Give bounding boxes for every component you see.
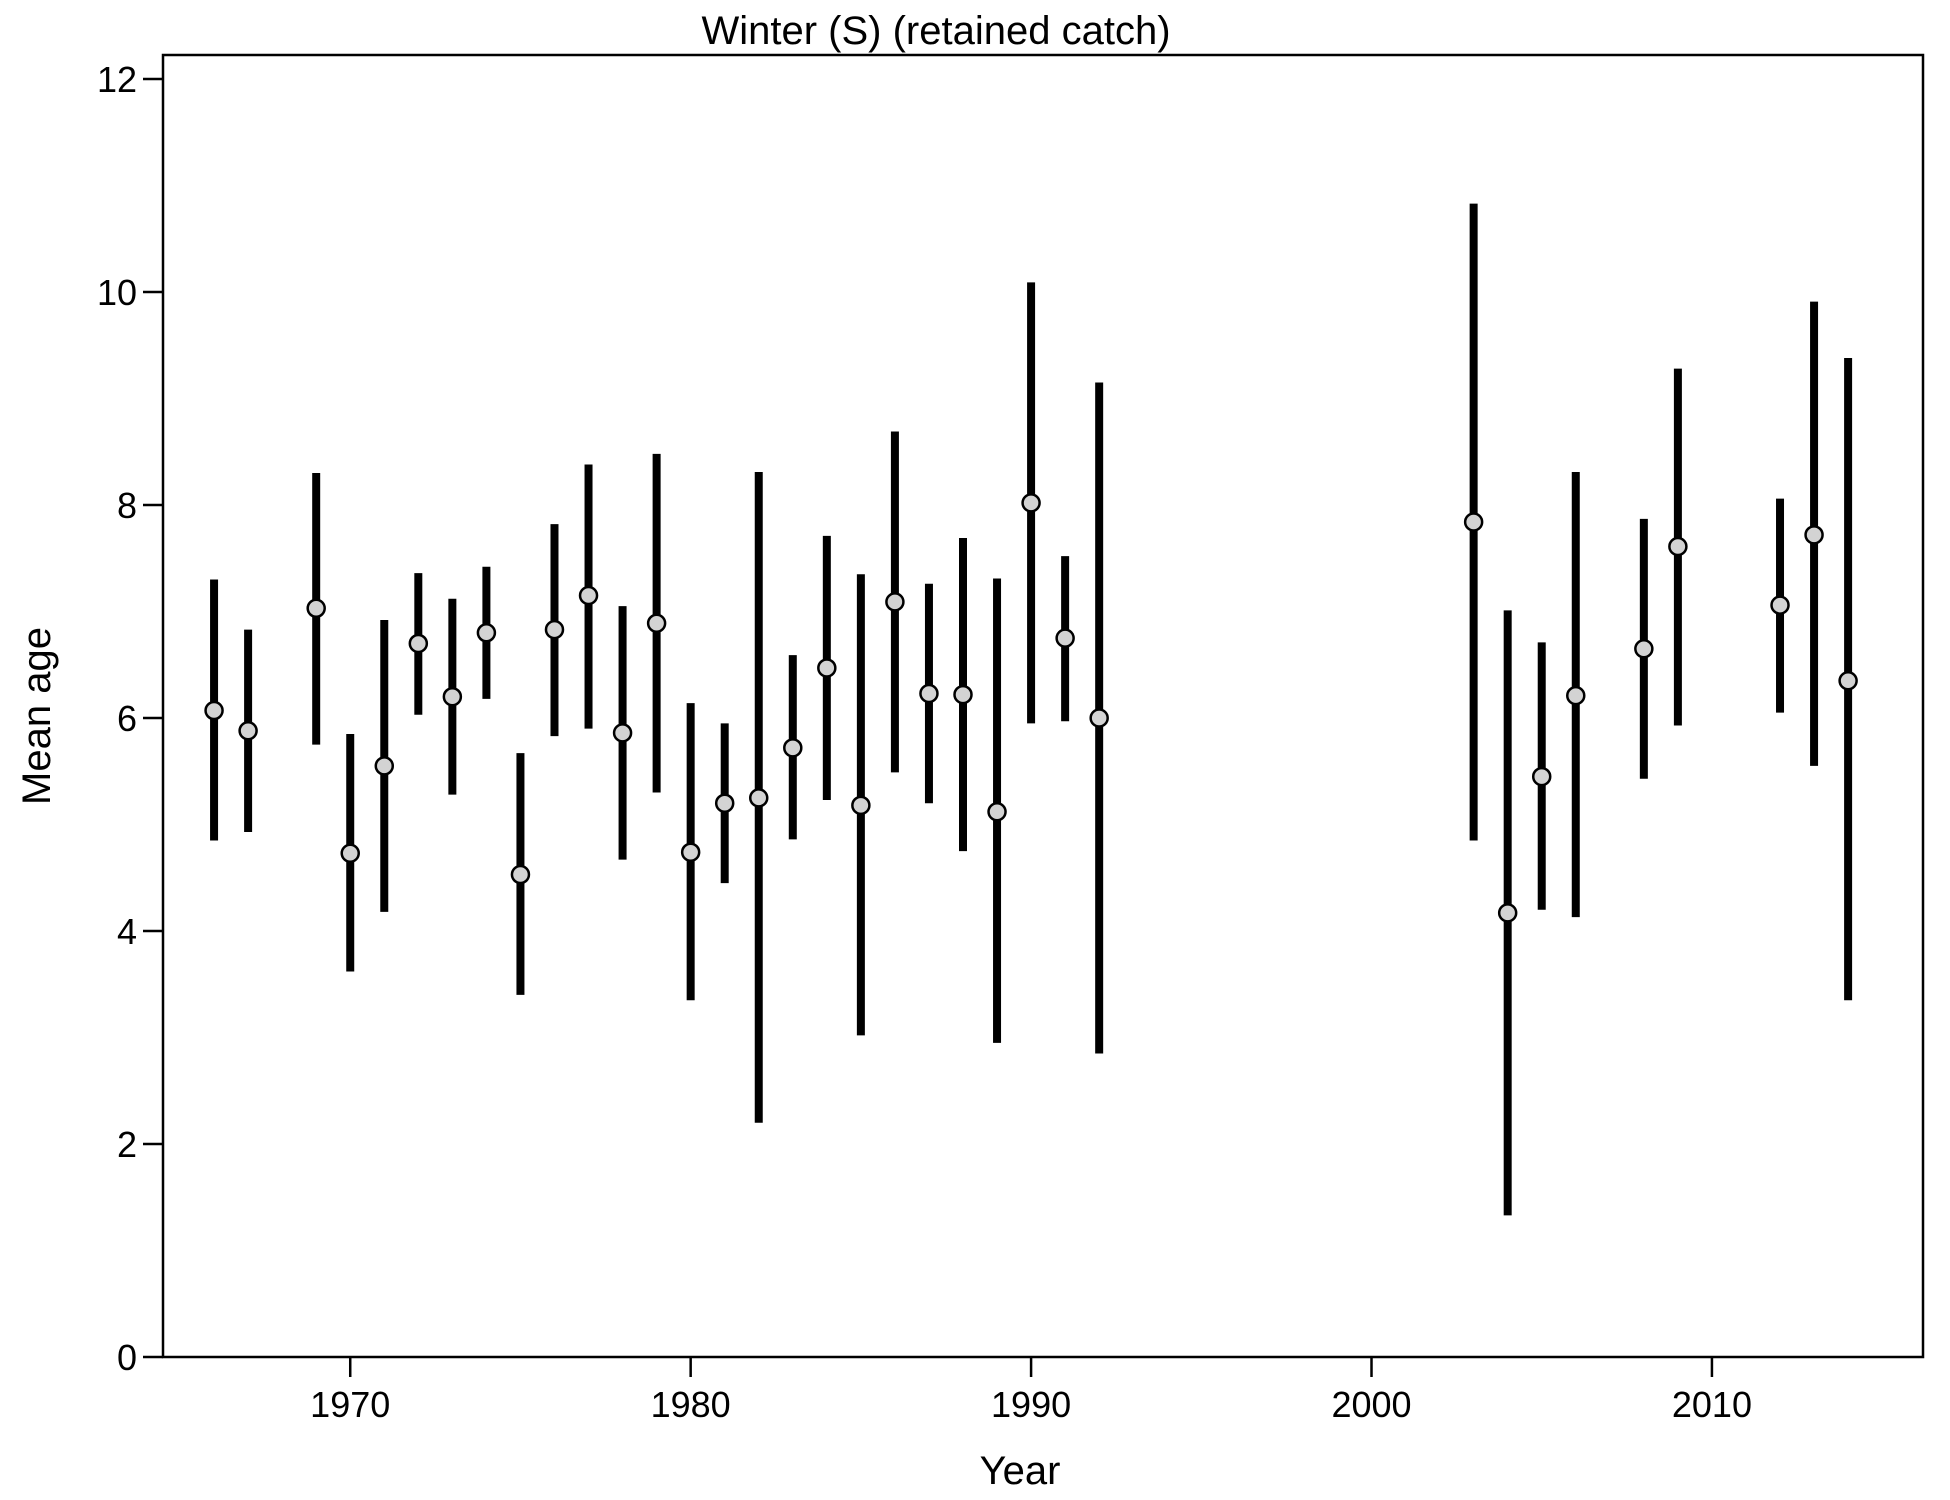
data-point-2014 — [1838, 670, 1858, 691]
data-point-1977 — [578, 585, 599, 606]
data-point-1966 — [204, 700, 224, 721]
data-point-1976 — [544, 619, 565, 640]
data-point-1972 — [408, 633, 429, 654]
y-tick-label-0: 0 — [117, 1337, 137, 1378]
data-point-1981 — [714, 793, 735, 813]
data-point-2004 — [1497, 903, 1518, 923]
data-point-1969 — [306, 598, 326, 619]
y-tick-label-6: 6 — [117, 698, 137, 739]
data-point-1971 — [374, 756, 395, 776]
data-point-1984 — [817, 658, 837, 678]
data-points — [204, 493, 1858, 923]
data-point-1986 — [885, 592, 905, 612]
x-tick-label-1990: 1990 — [991, 1384, 1071, 1425]
data-point-1983 — [783, 738, 803, 758]
data-point-1990 — [1021, 493, 1041, 513]
y-tick-label-12: 12 — [97, 59, 137, 100]
data-point-1967 — [238, 721, 258, 741]
data-point-2008 — [1634, 639, 1654, 659]
y-tick-label-8: 8 — [117, 485, 137, 526]
x-tick-label-2000: 2000 — [1331, 1384, 1411, 1425]
data-point-2006 — [1566, 685, 1586, 706]
data-point-1980 — [680, 842, 701, 862]
data-point-1992 — [1089, 708, 1109, 728]
y-axis: 0 2 4 6 8 10 12 — [97, 59, 163, 1378]
data-point-1970 — [340, 843, 360, 864]
data-point-1974 — [476, 623, 497, 643]
error-bars — [210, 203, 1853, 1216]
y-tick-label-2: 2 — [117, 1124, 137, 1165]
x-axis-title: Year — [980, 1449, 1061, 1493]
x-tick-label-2010: 2010 — [1672, 1384, 1752, 1425]
data-point-1975 — [510, 864, 531, 885]
data-point-1989 — [987, 801, 1007, 822]
y-tick-label-4: 4 — [117, 911, 137, 952]
x-tick-label-1970: 1970 — [310, 1384, 390, 1425]
data-point-1985 — [851, 795, 871, 816]
chart-title: Winter (S) (retained catch) — [701, 9, 1170, 53]
data-point-1973 — [442, 686, 463, 707]
data-point-2009 — [1668, 536, 1688, 557]
data-point-2005 — [1531, 766, 1552, 787]
data-point-2003 — [1463, 512, 1484, 532]
data-point-2013 — [1804, 525, 1824, 545]
data-point-1991 — [1055, 628, 1075, 648]
y-axis-title: Mean age — [15, 627, 59, 805]
plot-area-frame — [161, 53, 1925, 1359]
y-tick-label-10: 10 — [97, 272, 137, 313]
data-point-1987 — [919, 683, 939, 704]
data-point-1988 — [953, 684, 973, 705]
data-point-1982 — [748, 788, 769, 808]
x-axis: 1970 1980 1990 2000 2010 — [310, 1357, 1752, 1425]
data-point-1978 — [612, 723, 633, 743]
data-point-2012 — [1770, 595, 1790, 615]
data-point-1979 — [646, 613, 667, 633]
x-tick-label-1980: 1980 — [651, 1384, 731, 1425]
